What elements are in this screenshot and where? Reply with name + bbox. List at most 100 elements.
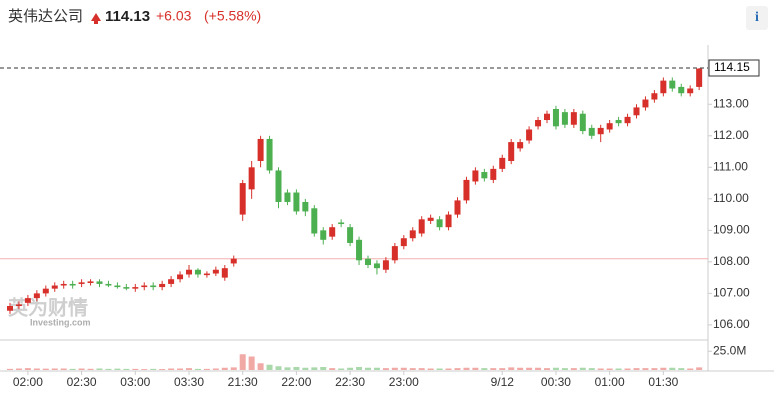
volume-bar [373, 367, 380, 370]
volume-bar [526, 367, 533, 370]
volume-bar [633, 368, 640, 370]
candle-body [114, 285, 121, 288]
volume-bar [579, 367, 586, 370]
candle-body [168, 279, 175, 284]
volume-bar [87, 368, 94, 370]
candle-body [660, 80, 667, 94]
volume-bar [275, 366, 282, 370]
volume-bar [150, 368, 157, 370]
info-icon[interactable]: i [755, 10, 759, 25]
candle-body [535, 120, 542, 127]
volume-bar [508, 367, 515, 370]
volume-bar [606, 368, 613, 370]
candle-body [570, 112, 577, 125]
volume-bar [248, 356, 255, 370]
volume-bar [597, 368, 604, 370]
candle-body [302, 201, 309, 212]
x-tick-label: 22:00 [281, 375, 311, 389]
stock-name: 英伟达公司 [8, 7, 83, 25]
candle-body [499, 157, 506, 169]
info-button[interactable] [746, 6, 768, 30]
candle-body [365, 258, 371, 266]
x-tick-label: 9/12 [491, 375, 515, 389]
change-pct: (+5.58%) [204, 8, 261, 24]
volume-bar [293, 367, 300, 370]
volume-bar [436, 368, 443, 370]
candle-body [123, 287, 130, 289]
volume-bar [69, 368, 76, 370]
price: 114.13 [105, 8, 150, 25]
candle-body [51, 285, 58, 289]
volume-bar [24, 368, 31, 370]
candle-body [579, 113, 586, 132]
candle-body [696, 68, 703, 87]
candle-body [445, 214, 452, 228]
volume-bar [409, 368, 416, 370]
candle-body [186, 269, 192, 275]
candle-body [651, 93, 658, 100]
x-tick-label: 01:30 [648, 375, 678, 389]
volume-bar [517, 367, 524, 370]
last-price-label: 114.15 [714, 60, 750, 74]
volume-bar [239, 354, 246, 370]
volume-bar [490, 368, 497, 370]
candle-body [203, 273, 210, 276]
candle-body [284, 192, 291, 202]
volume-bar [687, 368, 694, 370]
volume-tick-label: 25.0M [713, 343, 746, 357]
candle-body [526, 129, 533, 141]
candle-body [275, 170, 282, 202]
y-tick-label: 106.00 [713, 317, 750, 331]
volume-bar [168, 368, 175, 370]
volume-bar [382, 368, 389, 370]
volume-bar [105, 368, 112, 370]
y-tick-label: 110.00 [713, 191, 749, 205]
candle-body [463, 179, 470, 201]
candle-body [642, 99, 649, 108]
volume-bar [311, 367, 318, 370]
candle-body [472, 170, 479, 182]
volume-bar [642, 368, 649, 370]
volume-bar [552, 367, 559, 370]
candle-body [132, 287, 139, 289]
candle-body [588, 127, 595, 136]
volume-bar [570, 368, 577, 370]
candle-body [409, 230, 416, 239]
candle-body [687, 88, 694, 94]
candle-body [338, 222, 345, 225]
candle-body [418, 219, 425, 234]
candle-body [24, 298, 31, 303]
y-tick-label: 112.00 [713, 128, 749, 142]
volume-bar [329, 368, 336, 370]
volume-bar [284, 367, 291, 370]
candle-body [633, 107, 640, 116]
volume-bar [257, 363, 264, 370]
volume-bar [51, 368, 58, 370]
volume-bar [427, 368, 434, 370]
up-arrow [91, 13, 101, 24]
candle-body [194, 269, 201, 275]
candle-body [87, 281, 94, 283]
volume-bar [418, 368, 425, 370]
candle-body [96, 281, 103, 284]
candle-body [78, 282, 85, 284]
volume-bar [221, 367, 228, 370]
volume-bar [499, 368, 506, 370]
volume-bar [42, 368, 49, 370]
volume-bar [561, 368, 568, 370]
volume-bar [159, 369, 166, 370]
volume-bar [114, 368, 121, 370]
volume-bar [186, 368, 192, 370]
candle-body [7, 306, 13, 311]
volume-bar [230, 367, 237, 370]
change: +6.03 [156, 8, 192, 24]
x-tick-label: 03:30 [174, 375, 204, 389]
y-tick-label: 108.00 [713, 254, 750, 268]
candle-body [320, 230, 327, 240]
volume-bar [651, 368, 658, 370]
volume-bar [266, 364, 273, 370]
volume-bar [338, 368, 345, 370]
x-tick-label: 00:30 [541, 375, 571, 389]
